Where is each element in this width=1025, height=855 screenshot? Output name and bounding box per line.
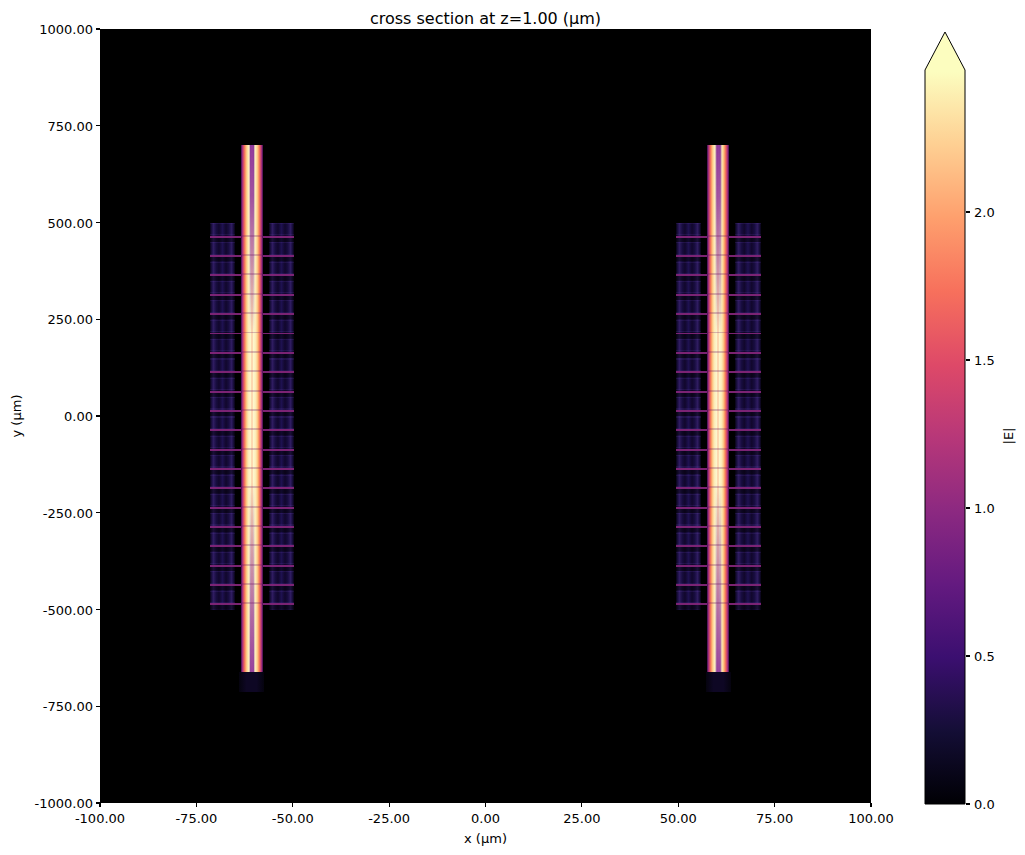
figure: cross section at z=1.00 (μm) x (μm) y (μ… bbox=[0, 0, 1025, 855]
y-tick-label: 0.00 bbox=[0, 409, 93, 424]
y-tick-mark bbox=[96, 28, 100, 29]
plot-area bbox=[100, 29, 871, 803]
y-tick-label: -750.00 bbox=[0, 699, 93, 714]
x-tick-label: 0.00 bbox=[471, 811, 500, 826]
x-tick-label: 25.00 bbox=[563, 811, 600, 826]
colorbar-tick-mark bbox=[966, 211, 970, 212]
y-tick-mark bbox=[96, 222, 100, 223]
x-tick-mark bbox=[389, 803, 390, 807]
waveguide-strip bbox=[241, 145, 263, 672]
x-tick-mark bbox=[581, 803, 582, 807]
x-tick-label: 100.00 bbox=[848, 811, 894, 826]
y-tick-label: -500.00 bbox=[0, 602, 93, 617]
x-axis-label: x (μm) bbox=[100, 831, 871, 846]
colorbar-tick-mark bbox=[966, 507, 970, 508]
y-tick-label: -250.00 bbox=[0, 505, 93, 520]
y-tick-label: 500.00 bbox=[0, 215, 93, 230]
y-tick-mark bbox=[96, 609, 100, 610]
y-tick-label: 750.00 bbox=[0, 118, 93, 133]
x-tick-label: -50.00 bbox=[272, 811, 314, 826]
y-tick-mark bbox=[96, 125, 100, 126]
colorbar-tick-label: 1.0 bbox=[974, 501, 995, 516]
colorbar-tick-mark bbox=[966, 655, 970, 656]
x-tick-mark bbox=[196, 803, 197, 807]
waveguide-strip bbox=[707, 145, 729, 672]
colorbar-tick-label: 1.5 bbox=[974, 353, 995, 368]
x-tick-mark bbox=[870, 803, 871, 807]
x-tick-mark bbox=[678, 803, 679, 807]
y-tick-mark bbox=[96, 512, 100, 513]
y-tick-label: -1000.00 bbox=[0, 796, 93, 811]
colorbar-tick-label: 2.0 bbox=[974, 205, 995, 220]
y-tick-mark bbox=[96, 802, 100, 803]
colorbar-tick-label: 0.5 bbox=[974, 649, 995, 664]
colorbar-tick-mark bbox=[966, 803, 970, 804]
colorbar bbox=[923, 30, 969, 806]
waveguide-periodic-shade bbox=[707, 222, 729, 609]
x-tick-label: -100.00 bbox=[75, 811, 125, 826]
x-tick-label: 50.00 bbox=[660, 811, 697, 826]
y-tick-label: 250.00 bbox=[0, 312, 93, 327]
waveguide-stub bbox=[706, 672, 731, 691]
y-tick-label: 1000.00 bbox=[0, 22, 93, 37]
colorbar-tick-mark bbox=[966, 359, 970, 360]
y-tick-mark bbox=[96, 415, 100, 416]
y-tick-mark bbox=[96, 319, 100, 320]
x-tick-mark bbox=[292, 803, 293, 807]
colorbar-tick-label: 0.0 bbox=[974, 797, 995, 812]
x-tick-mark bbox=[774, 803, 775, 807]
x-tick-mark bbox=[99, 803, 100, 807]
colorbar-label: |E| bbox=[1001, 428, 1016, 445]
y-tick-mark bbox=[96, 706, 100, 707]
plot-title: cross section at z=1.00 (μm) bbox=[100, 9, 871, 28]
x-tick-mark bbox=[485, 803, 486, 807]
waveguide-stub bbox=[239, 672, 264, 691]
waveguide-periodic-shade bbox=[241, 222, 263, 609]
x-tick-label: -25.00 bbox=[368, 811, 410, 826]
x-tick-label: 75.00 bbox=[756, 811, 793, 826]
x-tick-label: -75.00 bbox=[175, 811, 217, 826]
